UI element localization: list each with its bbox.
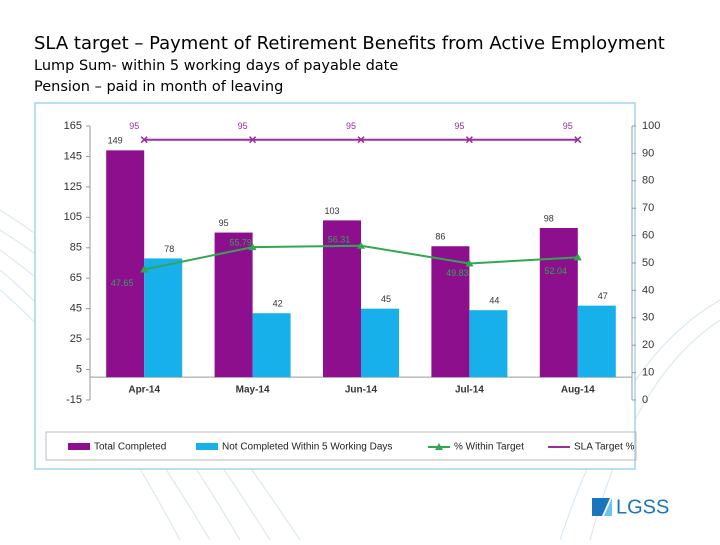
data-label: 95 xyxy=(563,121,573,131)
y2-tick-label: 30 xyxy=(642,312,654,324)
y-tick-label: 105 xyxy=(64,211,82,223)
marker xyxy=(573,253,582,261)
data-label: 45 xyxy=(381,294,391,304)
bar xyxy=(431,246,470,378)
marker xyxy=(465,136,473,144)
data-label: 103 xyxy=(324,206,339,216)
legend-label: Total Completed xyxy=(94,442,166,453)
x-tick-label: Apr-14 xyxy=(128,385,160,396)
marker xyxy=(249,136,257,144)
marker xyxy=(140,136,148,144)
data-label: 86 xyxy=(435,232,445,242)
x-tick-label: May-14 xyxy=(236,385,270,396)
y-tick-label: -15 xyxy=(66,394,82,406)
y-tick-label: 25 xyxy=(70,333,82,345)
data-label: 95 xyxy=(346,121,356,131)
bar xyxy=(214,232,253,378)
y-tick-label: 5 xyxy=(76,363,82,375)
bar xyxy=(144,258,183,378)
data-label: 149 xyxy=(108,136,123,146)
subtitle: Pension – paid in month of leaving xyxy=(34,79,283,95)
y2-tick-label: 0 xyxy=(642,394,648,406)
legend-label: Not Completed Within 5 Working Days xyxy=(222,442,392,453)
legend-swatch xyxy=(196,443,218,450)
marker xyxy=(248,243,257,251)
y2-tick-label: 90 xyxy=(642,147,654,159)
data-label: 95 xyxy=(219,218,229,228)
data-label: 95 xyxy=(454,121,464,131)
data-label: 56.31 xyxy=(328,234,351,244)
y2-tick-label: 70 xyxy=(642,202,654,214)
y2-tick-label: 100 xyxy=(642,120,660,132)
bar xyxy=(252,313,291,378)
legend-label: SLA Target % xyxy=(574,442,635,453)
data-label: 47 xyxy=(598,291,608,301)
y-tick-label: 85 xyxy=(70,242,82,254)
bar xyxy=(539,227,578,378)
y2-tick-label: 80 xyxy=(642,175,654,187)
y2-tick-label: 40 xyxy=(642,284,654,296)
data-label: 52.04 xyxy=(545,266,568,276)
y-tick-label: 145 xyxy=(64,150,82,162)
y2-tick-label: 60 xyxy=(642,230,654,242)
y2-tick-label: 20 xyxy=(642,339,654,351)
marker xyxy=(465,259,474,267)
y2-tick-label: 10 xyxy=(642,367,654,379)
data-label: 78 xyxy=(164,244,174,254)
y-tick-label: 45 xyxy=(70,303,82,315)
marker xyxy=(140,265,149,273)
x-tick-label: Jun-14 xyxy=(345,385,378,396)
legend-label: % Within Target xyxy=(454,442,524,453)
data-label: 98 xyxy=(544,213,554,223)
data-label: 47.65 xyxy=(111,278,134,288)
slide-title: SLA target – Payment of Retirement Benef… xyxy=(34,33,665,54)
logo-mark xyxy=(604,498,612,516)
bar xyxy=(106,150,145,378)
data-label: 95 xyxy=(129,121,139,131)
data-label: 95 xyxy=(238,121,248,131)
x-tick-label: Aug-14 xyxy=(561,385,595,396)
data-label: 49.83 xyxy=(446,268,469,278)
legend-frame xyxy=(45,431,637,461)
x-tick-label: Jul-14 xyxy=(455,385,484,396)
y-tick-label: 65 xyxy=(70,272,82,284)
logo-mark xyxy=(592,498,610,516)
subtitle: Lump Sum- within 5 working days of payab… xyxy=(34,58,398,74)
legend-swatch xyxy=(435,443,443,450)
y2-tick-label: 50 xyxy=(642,257,654,269)
bar xyxy=(469,310,508,378)
chart: -15 5 25 45 65 85 105 125 145 165 0 10 20 30 40 50 60 70 8… xyxy=(64,120,661,453)
data-label: 44 xyxy=(489,296,499,306)
legend-swatch xyxy=(68,443,90,450)
y-tick-label: 165 xyxy=(64,120,82,132)
logo-text: LGSS xyxy=(616,496,669,518)
y-tick-label: 125 xyxy=(64,181,82,193)
logo: LGSS xyxy=(592,496,669,518)
data-label: 42 xyxy=(273,299,283,309)
marker xyxy=(357,136,365,144)
bar xyxy=(577,305,616,378)
data-label: 55.79 xyxy=(229,238,252,248)
marker xyxy=(574,136,582,144)
marker xyxy=(357,241,365,249)
bar xyxy=(361,308,399,378)
